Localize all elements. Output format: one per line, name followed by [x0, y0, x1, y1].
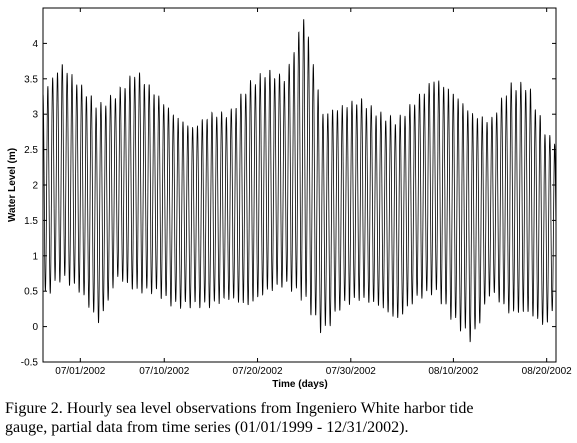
x-tick-label: 08/20/2002 — [522, 366, 572, 377]
x-tick-label: 07/30/2002 — [326, 366, 376, 377]
y-tick-label: 2 — [32, 181, 38, 192]
x-axis: 07/01/2002 07/10/2002 07/20/2002 07/30/2002… — [55, 8, 572, 377]
caption-line-1: Figure 2. Hourly sea level observations … — [5, 400, 474, 417]
x-axis-title: Time (days) — [272, 379, 327, 390]
x-tick-label: 07/20/2002 — [232, 366, 282, 377]
sea-level-chart: -0.5 0 0.5 1 1.5 2 2.5 3 3.5 4 07/01/2002 07/10/20… — [7, 7, 572, 390]
x-tick-label: 08/10/2002 — [428, 366, 478, 377]
water-level-series-line — [42, 19, 557, 343]
x-tick-label: 07/10/2002 — [139, 366, 189, 377]
y-tick-label: 4 — [32, 39, 38, 50]
figure-caption: Figure 2. Hourly sea level observations … — [5, 399, 575, 437]
x-tick-label: 07/01/2002 — [55, 366, 105, 377]
y-tick-label: 1.5 — [24, 216, 38, 227]
caption-line-2: gauge, partial data from time series (01… — [5, 419, 409, 436]
y-tick-label: 3.5 — [24, 74, 38, 85]
y-axis-title: Water Level (m) — [7, 148, 18, 222]
y-tick-label: 2.5 — [24, 145, 38, 156]
y-tick-label: 0 — [32, 322, 38, 333]
y-tick-label: 3 — [32, 110, 38, 121]
y-tick-label: -0.5 — [21, 358, 39, 369]
y-tick-label: 1 — [32, 251, 38, 262]
y-axis: -0.5 0 0.5 1 1.5 2 2.5 3 3.5 4 — [21, 39, 556, 369]
y-tick-label: 0.5 — [24, 287, 38, 298]
water-level-trace-group — [42, 19, 557, 343]
